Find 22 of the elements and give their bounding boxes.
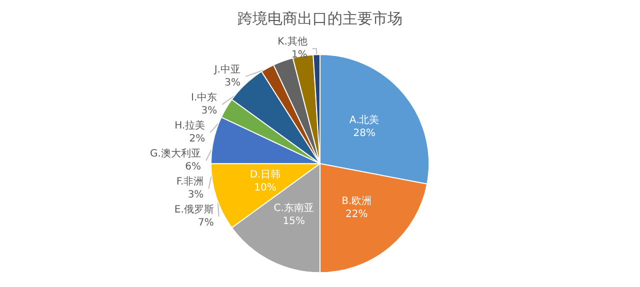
slice-label: K.其他	[278, 36, 308, 48]
data-label: 2%	[189, 134, 206, 145]
data-label: 7%	[198, 218, 214, 229]
chart-title: 跨境电商出口的主要市场	[238, 10, 402, 28]
slice-label: H.拉美	[174, 120, 206, 132]
data-label: 28%	[353, 128, 376, 139]
slice-label: C.东南亚	[274, 202, 314, 214]
slice-label: D.日韩	[250, 168, 281, 180]
slice-label: A.北美	[349, 114, 380, 126]
data-label: 3%	[188, 190, 204, 201]
data-label: 22%	[346, 208, 368, 220]
data-label: 15%	[282, 216, 305, 227]
data-label: 3%	[201, 106, 218, 117]
slice-label: F.非洲	[176, 176, 204, 188]
data-label: 6%	[185, 162, 201, 173]
slice-label: B.欧洲	[342, 194, 372, 207]
data-label: 3%	[224, 78, 240, 89]
slice-label: J.中亚	[213, 64, 240, 76]
slice-label: G.澳大利亚	[150, 148, 201, 160]
slice-label: I.中东	[191, 92, 218, 104]
slice-label: E.俄罗斯	[174, 204, 214, 216]
data-label: 10%	[254, 182, 276, 194]
